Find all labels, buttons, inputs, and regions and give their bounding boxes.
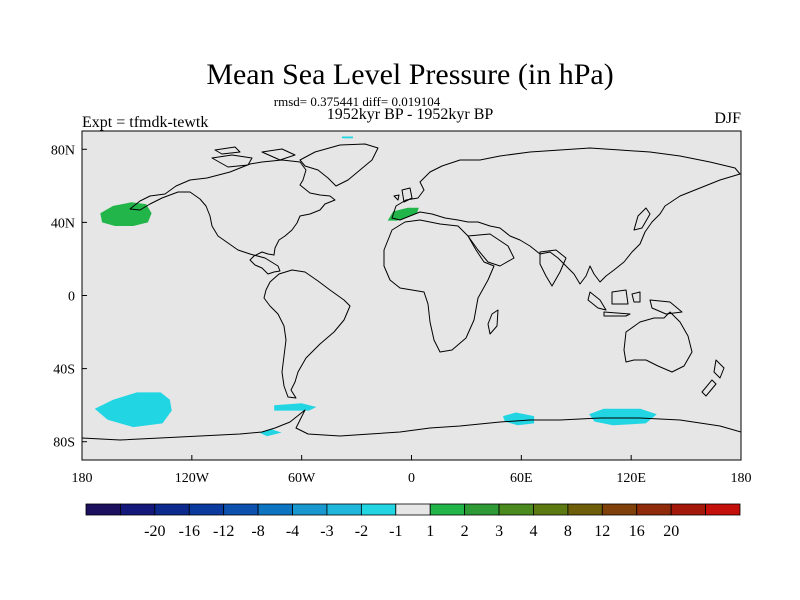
y-tick-label: 0 xyxy=(68,290,75,305)
map-background xyxy=(82,131,741,460)
anomaly-drake-passage xyxy=(274,403,317,411)
colorbar-label: 8 xyxy=(564,523,572,540)
coastline-india xyxy=(539,249,567,287)
coastline-north-america xyxy=(129,159,336,275)
colorbar-swatch xyxy=(498,503,534,516)
colorbar-swatch xyxy=(223,503,259,516)
colorbar-label: -1 xyxy=(389,523,402,540)
coastline-south-america xyxy=(263,269,351,399)
anomaly-iberia xyxy=(387,207,419,221)
colorbar-label: -3 xyxy=(320,523,333,540)
colorbar-swatch xyxy=(670,503,706,516)
coastline-africa xyxy=(383,219,495,353)
anomaly-east-antarctica xyxy=(589,408,657,426)
chart-subtitle: 1952kyr BP - 1952kyr BP xyxy=(327,106,494,123)
x-axis: 180 120W 60W 0 60E 120E 180 xyxy=(72,455,752,486)
colorbar-swatch xyxy=(464,503,500,516)
y-axis: 80N 40N 0 40S 80S xyxy=(51,143,87,451)
colorbar-swatch xyxy=(533,503,569,516)
colorbar-label: 3 xyxy=(495,523,503,540)
colorbar-label: -8 xyxy=(251,523,264,540)
coastline-greenland xyxy=(299,143,379,187)
colorbar-swatch xyxy=(567,503,603,516)
colorbar-swatch xyxy=(395,503,431,516)
anomaly-antarctic-peninsula xyxy=(259,428,282,437)
colorbar-swatch xyxy=(188,503,225,516)
colorbar-swatch xyxy=(326,503,362,516)
anomaly-layer xyxy=(94,136,657,437)
y-tick-label: 80S xyxy=(53,436,75,451)
coastline-antarctica xyxy=(82,409,741,460)
anomaly-north-pacific-high xyxy=(100,202,152,226)
colorbar-swatch xyxy=(360,503,397,516)
colorbar-swatch xyxy=(429,503,466,516)
colorbar-swatch xyxy=(257,503,293,516)
x-tick-label: 60W xyxy=(288,471,316,486)
x-tick-label: 180 xyxy=(72,471,93,486)
colorbar-label: -4 xyxy=(286,523,299,540)
colorbar-label: 12 xyxy=(594,523,610,540)
colorbar-swatch xyxy=(120,503,156,516)
x-tick-label: 120E xyxy=(616,471,646,486)
coastline-eurasia xyxy=(391,147,741,285)
stats-line: rmsd= 0.375441 diff= 0.019104 xyxy=(274,94,441,109)
colorbar-label: 1 xyxy=(426,523,434,540)
colorbar: -20 -16 -12 -8 -4 -3 -2 -1 1 2 3 4 8 12 16 20 xyxy=(85,503,741,540)
y-tick-label: 40N xyxy=(51,216,75,231)
colorbar-label: -20 xyxy=(144,523,165,540)
colorbar-label: -16 xyxy=(179,523,200,540)
colorbar-label: 20 xyxy=(663,523,679,540)
colorbar-label: -2 xyxy=(355,523,368,540)
x-tick-label: 120W xyxy=(175,471,210,486)
anomaly-arctic-spot xyxy=(341,136,353,139)
colorbar-label: 16 xyxy=(629,523,645,540)
colorbar-swatch xyxy=(85,503,121,516)
x-tick-label: 0 xyxy=(408,471,415,486)
colorbar-label: 2 xyxy=(461,523,469,540)
colorbar-label: -12 xyxy=(213,523,234,540)
coastline-new-zealand xyxy=(701,359,725,397)
y-tick-label: 40S xyxy=(53,363,75,378)
x-tick-label: 60E xyxy=(510,471,533,486)
coastline-indonesia xyxy=(587,289,641,317)
coastline-new-guinea xyxy=(649,299,683,315)
anomaly-south-pacific-low xyxy=(94,392,172,428)
chart-title: Mean Sea Level Pressure (in hPa) xyxy=(206,58,613,91)
coastline-arabia xyxy=(467,233,515,267)
coastline-british-isles xyxy=(393,187,413,203)
colorbar-swatch xyxy=(292,503,328,516)
colorbar-swatch xyxy=(636,503,672,516)
colorbar-swatch xyxy=(154,503,190,516)
y-tick-label: 80N xyxy=(51,143,75,158)
coastline-madagascar xyxy=(487,309,499,335)
colorbar-swatch xyxy=(601,503,638,516)
coastlines xyxy=(82,143,741,460)
coastline-australia xyxy=(623,311,693,373)
colorbar-label: 4 xyxy=(530,523,538,540)
x-tick-label: 180 xyxy=(731,471,752,486)
experiment-label: Expt = tfmdk-tewtk xyxy=(82,114,208,131)
anomaly-indian-ocean-sector xyxy=(503,412,535,426)
colorbar-swatch xyxy=(705,503,741,516)
coastline-arctic-islands xyxy=(211,146,296,168)
coastline-japan xyxy=(633,207,651,231)
season-label: DJF xyxy=(714,110,741,127)
